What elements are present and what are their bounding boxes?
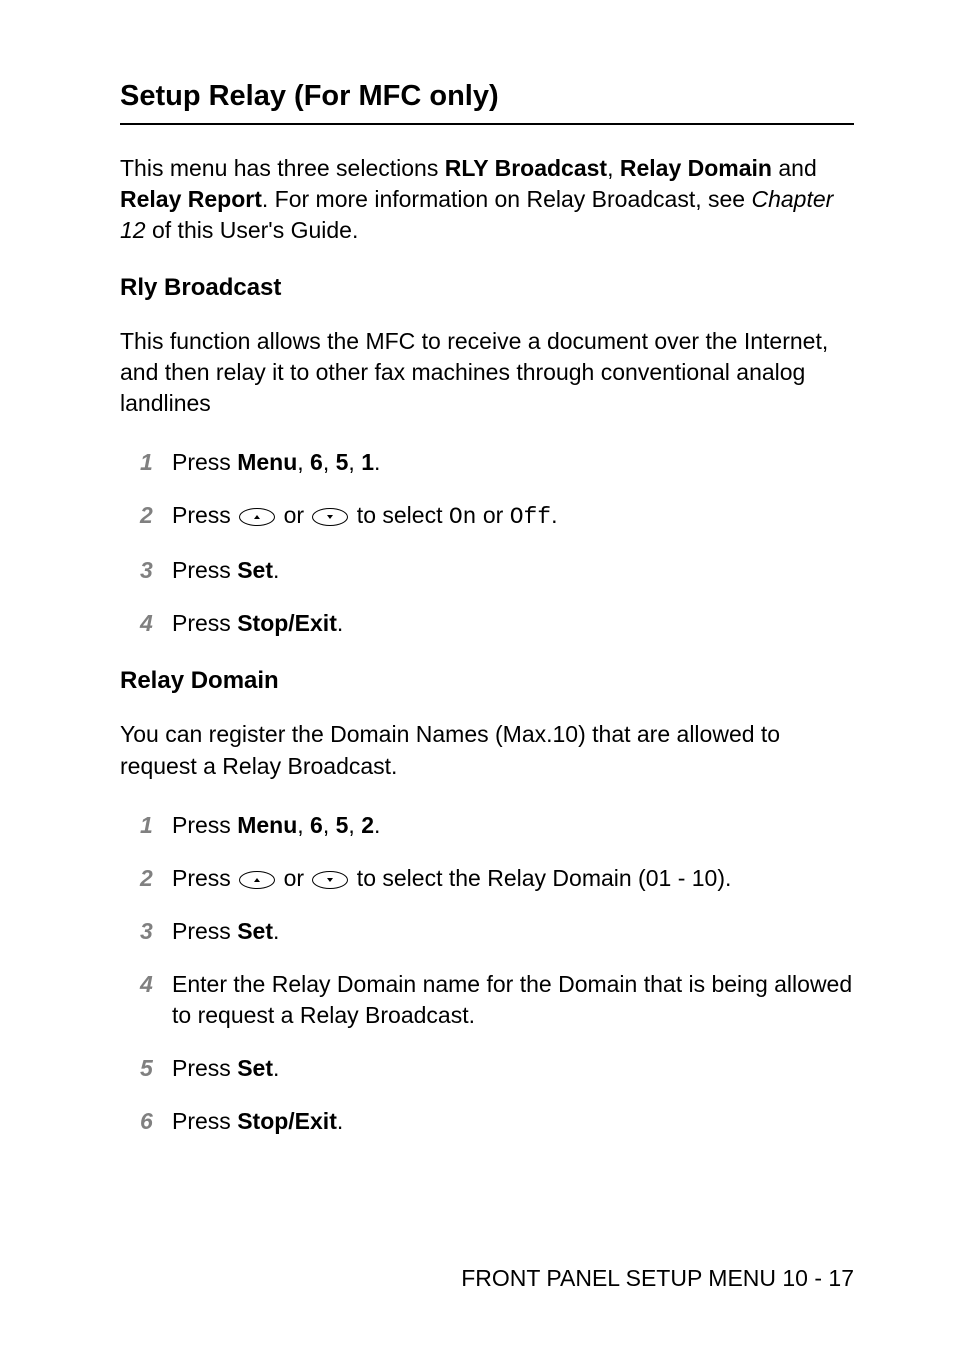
step-item: 6 Press Stop/Exit.: [140, 1106, 854, 1137]
step-text: .: [273, 557, 279, 583]
step-bold: 6: [310, 812, 323, 838]
step-item: 2 Press or to select On or Off.: [140, 500, 854, 533]
intro-paragraph: This menu has three selections RLY Broad…: [120, 153, 854, 246]
step-text: Press: [172, 610, 237, 636]
step-mono: Off: [510, 504, 551, 530]
step-bold: 5: [336, 449, 349, 475]
step-item: 4 Press Stop/Exit.: [140, 608, 854, 639]
step-text: Press: [172, 865, 237, 891]
step-item: 5 Press Set.: [140, 1053, 854, 1084]
step-text: Press: [172, 557, 237, 583]
step-bold: Stop/Exit: [237, 610, 337, 636]
intro-bold-3: Relay Report: [120, 186, 262, 212]
relay-domain-heading: Relay Domain: [120, 667, 854, 695]
relay-domain-steps: 1 Press Menu, 6, 5, 2. 2 Press or to sel…: [120, 810, 854, 1137]
step-number: 6: [140, 1106, 172, 1137]
intro-post-2: of this User's Guide.: [146, 217, 359, 243]
section-title: Setup Relay (For MFC only): [120, 80, 854, 113]
step-text: Press: [172, 1108, 237, 1134]
step-bold: Menu: [237, 812, 297, 838]
intro-post-1: . For more information on Relay Broadcas…: [262, 186, 752, 212]
step-text: ,: [323, 812, 336, 838]
step-text: Press: [172, 449, 237, 475]
step-number: 4: [140, 969, 172, 1000]
step-bold: 1: [361, 449, 374, 475]
step-body: Press Set.: [172, 555, 854, 586]
step-number: 3: [140, 555, 172, 586]
step-item: 2 Press or to select the Relay Domain (0…: [140, 863, 854, 894]
step-number: 4: [140, 608, 172, 639]
down-arrow-icon: [312, 508, 348, 526]
step-bold: Set: [237, 1055, 273, 1081]
step-number: 5: [140, 1053, 172, 1084]
up-arrow-icon: [239, 871, 275, 889]
step-body: Press Stop/Exit.: [172, 608, 854, 639]
step-bold: 6: [310, 449, 323, 475]
step-item: 1 Press Menu, 6, 5, 1.: [140, 447, 854, 478]
step-text: Press: [172, 918, 237, 944]
intro-bold-2: Relay Domain: [620, 155, 772, 181]
step-number: 3: [140, 916, 172, 947]
section-rule: [120, 123, 854, 125]
step-bold: Set: [237, 557, 273, 583]
step-text: or: [277, 865, 310, 891]
step-text: Press: [172, 502, 237, 528]
step-text: ,: [297, 812, 310, 838]
step-body: Press Menu, 6, 5, 1.: [172, 447, 854, 478]
step-body: Press or to select On or Off.: [172, 500, 854, 533]
step-text: .: [551, 502, 557, 528]
step-item: 3 Press Set.: [140, 916, 854, 947]
step-bold: 2: [361, 812, 374, 838]
step-text: ,: [297, 449, 310, 475]
step-body: Press Stop/Exit.: [172, 1106, 854, 1137]
step-text: .: [273, 918, 279, 944]
intro-bold-1: RLY Broadcast: [445, 155, 607, 181]
step-number: 1: [140, 447, 172, 478]
step-text: .: [337, 610, 343, 636]
step-bold: Stop/Exit: [237, 1108, 337, 1134]
step-body: Enter the Relay Domain name for the Doma…: [172, 969, 854, 1031]
relay-domain-paragraph: You can register the Domain Names (Max.1…: [120, 719, 854, 781]
page-content: Setup Relay (For MFC only) This menu has…: [0, 0, 954, 1225]
intro-text: This menu has three selections: [120, 155, 445, 181]
page-footer: FRONT PANEL SETUP MENU 10 - 17: [461, 1265, 854, 1292]
rly-broadcast-paragraph: This function allows the MFC to receive …: [120, 326, 854, 419]
step-bold: Menu: [237, 449, 297, 475]
down-arrow-icon: [312, 871, 348, 889]
step-text: ,: [323, 449, 336, 475]
step-body: Press Set.: [172, 1053, 854, 1084]
step-text: or: [277, 502, 310, 528]
step-text: to select: [350, 502, 448, 528]
step-text: to select the Relay Domain (01 - 10).: [350, 865, 731, 891]
step-body: Press or to select the Relay Domain (01 …: [172, 863, 854, 894]
step-mono: On: [449, 504, 477, 530]
step-text: Press: [172, 1055, 237, 1081]
step-number: 2: [140, 500, 172, 531]
step-item: 1 Press Menu, 6, 5, 2.: [140, 810, 854, 841]
step-body: Press Menu, 6, 5, 2.: [172, 810, 854, 841]
step-body: Press Set.: [172, 916, 854, 947]
step-text: ,: [348, 449, 361, 475]
step-text: ,: [348, 812, 361, 838]
step-text: .: [337, 1108, 343, 1134]
step-text: .: [273, 1055, 279, 1081]
intro-mid: and: [772, 155, 817, 181]
step-text: Press: [172, 812, 237, 838]
step-item: 4 Enter the Relay Domain name for the Do…: [140, 969, 854, 1031]
step-bold: Set: [237, 918, 273, 944]
step-number: 2: [140, 863, 172, 894]
rly-broadcast-steps: 1 Press Menu, 6, 5, 1. 2 Press or to sel…: [120, 447, 854, 639]
rly-broadcast-heading: Rly Broadcast: [120, 274, 854, 302]
step-number: 1: [140, 810, 172, 841]
step-text: .: [374, 449, 380, 475]
step-text: .: [374, 812, 380, 838]
step-text: or: [476, 502, 509, 528]
up-arrow-icon: [239, 508, 275, 526]
intro-sep-1: ,: [607, 155, 620, 181]
step-bold: 5: [336, 812, 349, 838]
step-item: 3 Press Set.: [140, 555, 854, 586]
